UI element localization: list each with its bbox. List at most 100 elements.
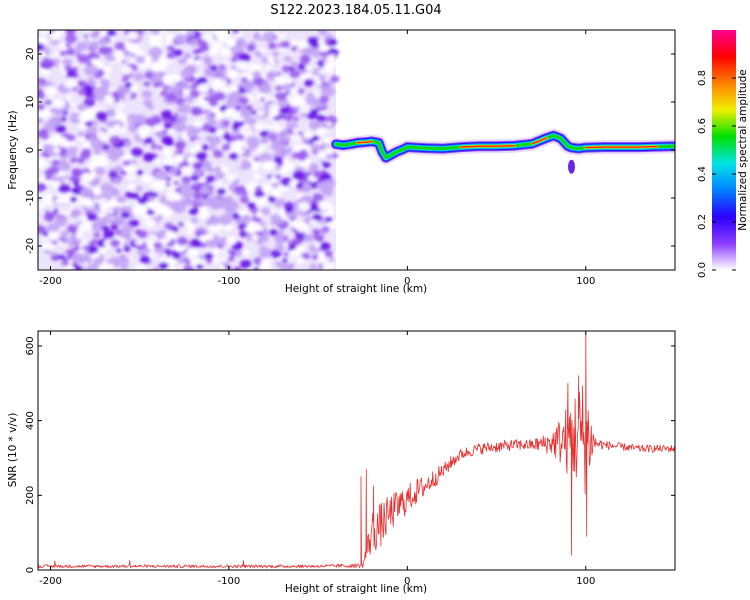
- noise-blob: [139, 206, 148, 213]
- noise-blob: [148, 33, 163, 45]
- noise-blob: [284, 205, 294, 213]
- noise-blob: [197, 132, 203, 138]
- noise-blob: [109, 239, 121, 248]
- noise-blob: [226, 92, 239, 102]
- noise-blob: [64, 47, 76, 57]
- noise-blob: [142, 174, 154, 183]
- noise-blob: [157, 145, 163, 150]
- noise-blob: [293, 116, 299, 122]
- noise-blob: [184, 220, 192, 227]
- noise-blob: [107, 87, 114, 93]
- noise-blob: [154, 158, 162, 164]
- noise-blob: [65, 146, 78, 156]
- noise-blob: [79, 248, 86, 253]
- noise-blob: [61, 57, 73, 67]
- noise-blob: [324, 250, 334, 258]
- noise-blob: [279, 166, 290, 175]
- noise-blob: [239, 108, 253, 119]
- noise-blob: [176, 236, 188, 246]
- noise-blob: [251, 165, 259, 172]
- noise-blob: [105, 120, 116, 128]
- snr-plot-area: [38, 331, 675, 570]
- noise-blob: [50, 32, 61, 41]
- noise-blob: [78, 221, 92, 232]
- noise-blob: [172, 154, 184, 164]
- noise-blob: [223, 61, 229, 66]
- noise-blob: [112, 178, 121, 185]
- noise-blob: [233, 187, 241, 193]
- noise-blob: [229, 152, 239, 160]
- noise-blob: [133, 72, 145, 81]
- noise-blob: [271, 51, 279, 57]
- noise-blob: [121, 77, 129, 83]
- x-tick-label: -200: [39, 276, 62, 287]
- noise-blob: [123, 160, 131, 166]
- noise-blob: [184, 95, 194, 103]
- noise-blob: [143, 137, 153, 144]
- x-tick-label: 100: [576, 276, 595, 287]
- noise-blob: [201, 33, 213, 42]
- noise-blob: [319, 95, 329, 104]
- noise-blob: [208, 94, 220, 103]
- noise-blob: [325, 59, 337, 69]
- noise-blob: [275, 174, 282, 180]
- noise-blob: [173, 180, 179, 186]
- noise-blob: [60, 230, 70, 238]
- noise-blob: [69, 101, 75, 106]
- noise-blob: [69, 208, 82, 218]
- noise-blob: [150, 115, 162, 125]
- noise-blob: [38, 36, 49, 45]
- noise-blob: [114, 108, 122, 114]
- noise-blob: [318, 40, 324, 45]
- noise-blob: [118, 256, 130, 266]
- noise-blob: [95, 110, 108, 121]
- noise-blob: [297, 154, 307, 162]
- noise-blob: [242, 151, 251, 159]
- noise-blob: [190, 175, 199, 182]
- noise-blob: [162, 147, 175, 157]
- noise-blob: [164, 222, 174, 230]
- noise-blob: [318, 202, 329, 211]
- noise-blob: [218, 30, 232, 38]
- noise-blob: [280, 41, 290, 49]
- noise-blob: [191, 182, 201, 190]
- noise-blob: [137, 124, 152, 136]
- spectrogram-x-ticks: -200 -100 0 100: [39, 30, 595, 287]
- noise-blob: [275, 164, 283, 170]
- noise-blob: [289, 70, 300, 78]
- noise-blob: [288, 181, 295, 186]
- noise-blob: [316, 127, 327, 136]
- noise-blob: [210, 112, 216, 118]
- noise-blob: [127, 174, 135, 181]
- noise-blob: [190, 217, 198, 223]
- noise-blob: [304, 215, 312, 221]
- noise-blob: [71, 230, 77, 235]
- noise-blob: [234, 147, 245, 156]
- noise-blob: [91, 221, 105, 232]
- noise-blob: [312, 193, 324, 203]
- noise-blob: [289, 249, 299, 258]
- noise-blob: [116, 195, 127, 204]
- noise-blob: [100, 216, 112, 225]
- noise-blob: [210, 258, 219, 264]
- noise-blob: [283, 252, 289, 257]
- noise-blob: [252, 76, 265, 86]
- noise-blob: [133, 114, 147, 124]
- noise-blob: [66, 134, 76, 142]
- noise-blob: [136, 170, 144, 176]
- noise-blob: [291, 46, 298, 52]
- noise-blob: [44, 169, 53, 176]
- noise-blob: [313, 90, 320, 95]
- noise-blob: [181, 176, 191, 184]
- noise-blob: [247, 118, 255, 125]
- noise-blob: [196, 76, 207, 85]
- noise-blob: [47, 222, 60, 232]
- noise-blob: [191, 82, 198, 87]
- noise-blob: [252, 267, 260, 270]
- noise-blob: [82, 108, 96, 120]
- noise-blob: [204, 59, 213, 66]
- noise-blob: [231, 56, 238, 63]
- noise-blob: [199, 234, 209, 242]
- y-tick-label: 400: [25, 411, 36, 430]
